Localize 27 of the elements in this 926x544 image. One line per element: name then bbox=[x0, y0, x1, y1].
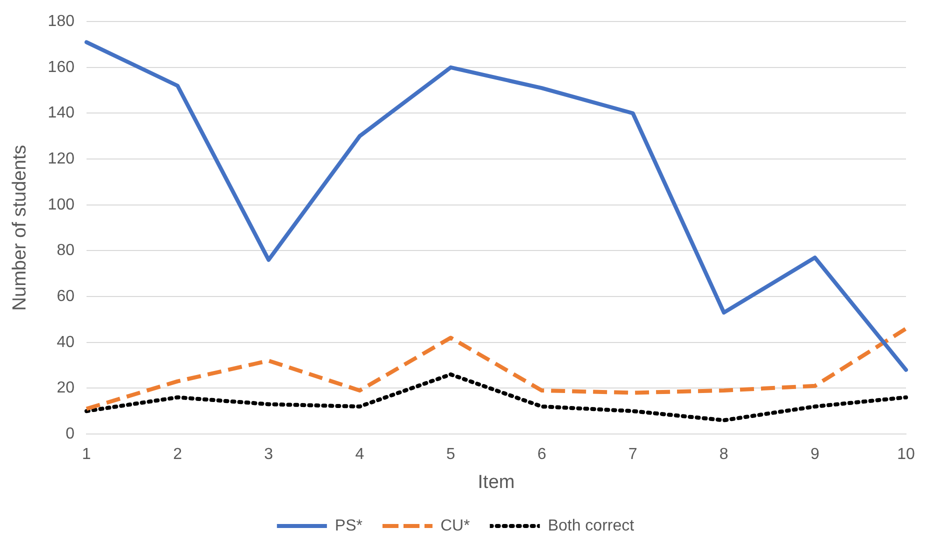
x-tick-label: 5 bbox=[446, 446, 456, 464]
x-tick-label: 9 bbox=[810, 446, 820, 464]
x-tick-label: 2 bbox=[173, 446, 182, 464]
x-tick-label: 8 bbox=[719, 446, 728, 464]
y-tick-label: 180 bbox=[48, 13, 75, 30]
legend-label: PS* bbox=[334, 517, 362, 534]
line-series bbox=[84, 372, 908, 422]
x-tick-label: 3 bbox=[264, 446, 274, 464]
y-tick-label: 60 bbox=[56, 288, 75, 305]
x-tick-label: 7 bbox=[628, 446, 638, 464]
y-tick-label: 140 bbox=[48, 104, 75, 122]
x-tick-label: 4 bbox=[355, 446, 364, 464]
y-tick-label: 120 bbox=[48, 150, 75, 168]
y-tick-label: 20 bbox=[56, 380, 75, 397]
x-tick-label: 10 bbox=[897, 446, 915, 464]
legend-label: Both correct bbox=[548, 517, 635, 534]
y-tick-label: 0 bbox=[66, 425, 75, 442]
y-tick-label: 100 bbox=[48, 196, 75, 214]
x-axis-title: Item bbox=[478, 472, 515, 493]
y-tick-label: 40 bbox=[56, 334, 75, 351]
legend-label: CU* bbox=[440, 517, 470, 534]
y-tick-label: 80 bbox=[56, 242, 75, 260]
y-axis-title: Number of students bbox=[10, 144, 31, 311]
x-tick-label: 1 bbox=[82, 446, 92, 464]
x-tick-label: 6 bbox=[537, 446, 546, 464]
line-series bbox=[84, 326, 908, 411]
y-tick-label: 160 bbox=[48, 58, 75, 76]
